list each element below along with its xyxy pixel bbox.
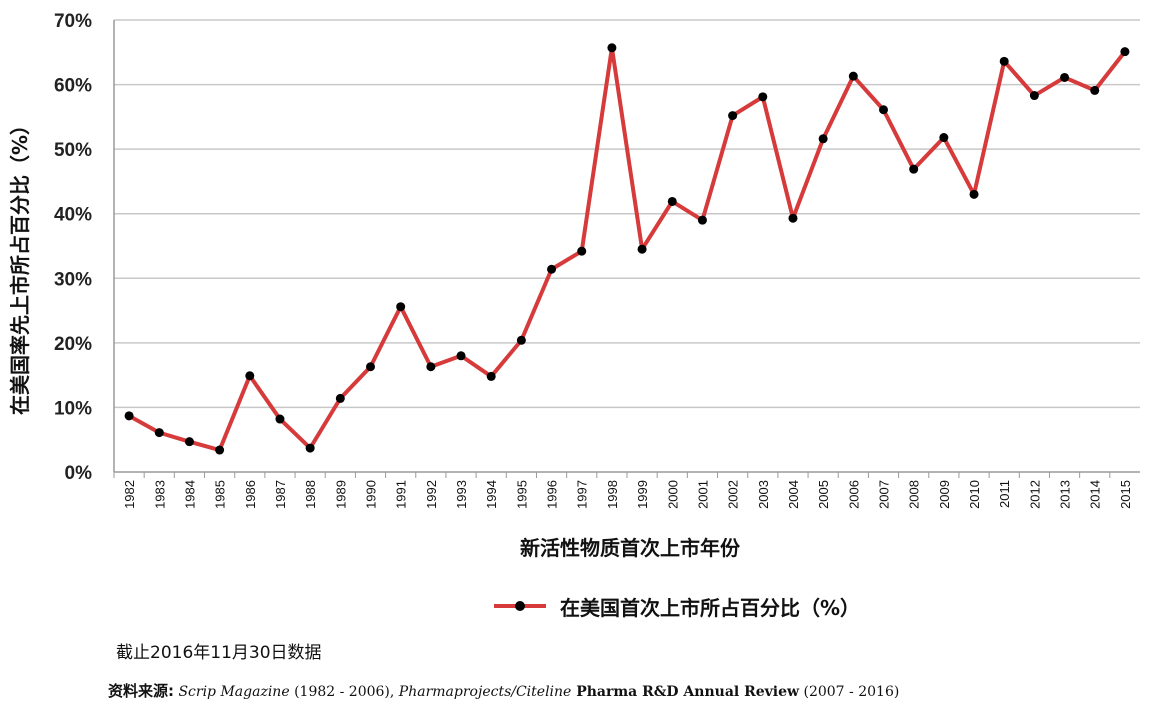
source-label: 资料来源: [108, 682, 174, 700]
x-tick-label: 1989 [333, 480, 348, 509]
data-point [396, 302, 406, 312]
data-point [848, 71, 858, 81]
x-tick-label: 2014 [1088, 480, 1103, 509]
x-tick-label: 2006 [846, 480, 861, 509]
series-line [128, 45, 1127, 453]
x-tick-label: 2007 [877, 480, 892, 509]
x-tick-label: 1990 [364, 480, 379, 509]
data-point [758, 92, 768, 102]
data-point [366, 362, 375, 372]
x-tick-label: 2002 [726, 480, 741, 509]
data-point [275, 414, 285, 424]
x-axis-title: 新活性物质首次上市年份 [520, 536, 741, 560]
y-tick-label: 50% [54, 140, 92, 161]
legend: 在美国首次上市所占百分比（%） [494, 590, 860, 622]
x-tick-label: 2003 [756, 480, 771, 509]
data-point [637, 244, 647, 254]
x-tick-label: 2000 [665, 480, 680, 509]
data-point [1060, 72, 1070, 82]
x-tick-label: 1999 [635, 480, 650, 509]
data-point [335, 393, 345, 403]
source-line: 资料来源: Scrip Magazine (1982 - 2006), Phar… [108, 680, 899, 701]
data-point [939, 133, 949, 143]
data-point [697, 215, 707, 225]
data-point [547, 264, 557, 274]
x-tick-label: 2005 [816, 480, 831, 509]
data-point [788, 213, 798, 223]
y-tick-label: 0% [65, 463, 93, 484]
source-scrip-years: (1982 - 2006), [289, 684, 399, 700]
data-point [879, 105, 888, 115]
x-tick-label: 1994 [484, 480, 499, 509]
data-point [245, 371, 255, 381]
data-point [124, 411, 134, 421]
x-tick-label: 2012 [1027, 480, 1042, 509]
x-tick-label: 2001 [695, 480, 710, 509]
x-tick-label: 1991 [394, 480, 409, 509]
x-tick-label: 2004 [786, 480, 801, 509]
data-point [667, 196, 677, 206]
x-tick-label: 1996 [545, 480, 560, 509]
data-point [516, 335, 526, 345]
data-point [577, 246, 587, 256]
data-point [305, 443, 315, 453]
data-point [426, 362, 436, 372]
data-point [1090, 85, 1100, 95]
x-tick-label: 2010 [967, 480, 982, 509]
y-tick-label: 60% [54, 76, 92, 97]
y-axis-title: 在美国率先上市所占百分比（%） [8, 115, 32, 415]
x-tick-labels: 1982 1983 1984 1985 1986 1987 1988 1989 1990 1991… [113, 472, 1133, 509]
data-point [456, 351, 466, 361]
x-tick-label: 1993 [454, 480, 469, 509]
y-tick-labels: 0% 10% 20% 30% 40% 50% 60% 70% [54, 11, 92, 484]
legend-swatch [494, 590, 546, 622]
x-tick-label: 1984 [182, 480, 197, 509]
data-point [728, 111, 738, 121]
legend-label: 在美国首次上市所占百分比（%） [560, 595, 861, 620]
x-tick-label: 2015 [1118, 480, 1133, 509]
x-tick-label: 1986 [243, 480, 258, 509]
x-tick-label: 2013 [1058, 480, 1073, 509]
y-tick-label: 40% [54, 205, 92, 226]
data-point [486, 371, 496, 381]
y-tick-label: 70% [54, 11, 92, 32]
x-tick-label: 1988 [303, 480, 318, 509]
data-point [969, 189, 979, 199]
x-tick-label: 1987 [273, 480, 288, 509]
source-review-years: (2007 - 2016) [799, 684, 900, 700]
y-tick-label: 10% [54, 398, 92, 419]
y-tick-label: 20% [54, 334, 92, 355]
data-point [1120, 47, 1130, 57]
data-point [909, 164, 919, 174]
x-tick-label: 2009 [937, 480, 952, 509]
x-tick-label: 1992 [424, 480, 439, 509]
data-point [607, 43, 617, 53]
source-pharmaprojects: Pharmaprojects/Citeline [398, 684, 572, 700]
data-point [184, 437, 194, 447]
x-tick-label: 1983 [152, 480, 167, 509]
x-tick-label: 1982 [122, 480, 137, 509]
data-point [818, 134, 828, 144]
source-scrip: Scrip Magazine [178, 684, 290, 700]
x-tick-label: 1998 [605, 480, 620, 509]
legend-marker [515, 601, 525, 611]
y-tick-label: 30% [54, 269, 92, 290]
data-point [1029, 91, 1039, 101]
x-tick-label: 1997 [575, 480, 590, 509]
source-review: Pharma R&D Annual Review [571, 684, 800, 700]
x-tick-label: 2011 [997, 480, 1012, 508]
data-point [999, 56, 1009, 66]
data-point [215, 445, 225, 455]
data-point [154, 428, 164, 438]
data-cutoff-note: 截止2016年11月30日数据 [116, 643, 322, 663]
x-tick-label: 2008 [907, 480, 922, 509]
x-tick-label: 1995 [514, 480, 529, 509]
line-chart: 0% 10% 20% 30% 40% 50% 60% 70% 1982 1983 1984 1985… [8, 11, 1140, 560]
series-layer [124, 43, 1130, 455]
x-tick-label: 1985 [213, 480, 228, 509]
